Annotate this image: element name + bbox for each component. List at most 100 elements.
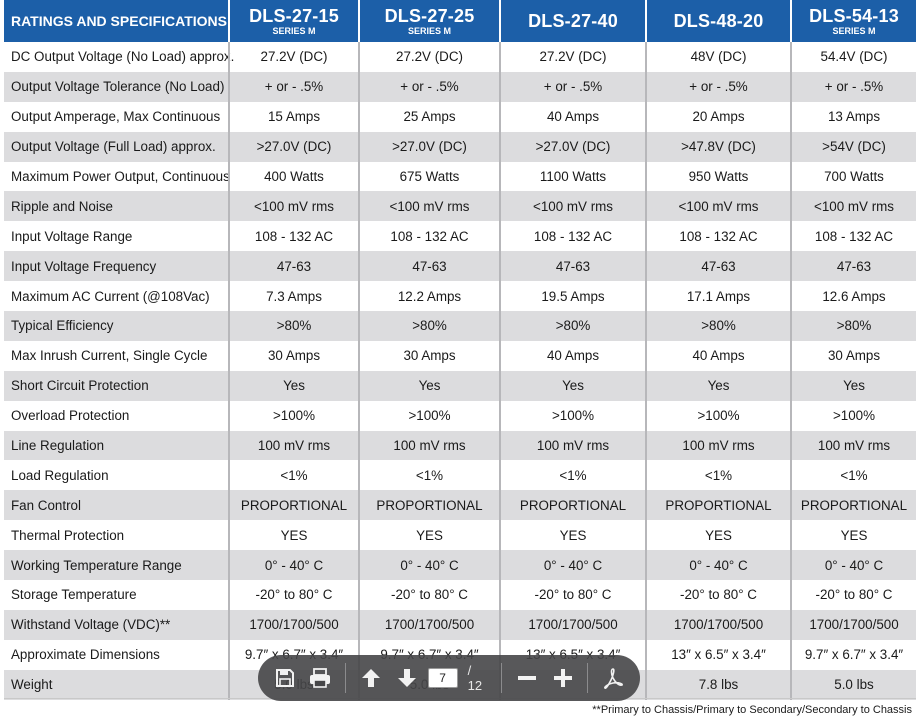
spec-cell: >54V (DC) [790,131,916,162]
table-row: Output Voltage (Full Load) approx. >27.0V… [4,131,916,162]
spec-cell: 47-63 [645,251,790,282]
footnote: **Primary to Chassis/Primary to Secondar… [592,704,912,716]
row-label: Line Regulation [11,438,105,454]
spec-cell: >27.0V (DC) [228,131,358,162]
spec-cell: 30 Amps [358,340,499,371]
spec-cell: <100 mV rms [645,191,790,222]
spec-cell: 40 Amps [499,101,645,132]
spec-cell: 1700/1700/500 [645,609,790,640]
acrobat-icon [604,668,624,689]
spec-cell: >80% [790,311,916,341]
spec-cell: 13″ x 6.5″ x 3.4″ [645,639,790,670]
page-down-button[interactable] [392,663,422,693]
spec-cell: >80% [499,311,645,341]
save-button[interactable] [270,663,300,693]
spec-cell: -20° to 80° C [228,580,358,610]
table-row: Maximum Power Output, Continuous 400 Watt… [4,161,916,192]
table-row: Withstand Voltage (VDC)** 1700/1700/500 17… [4,609,916,640]
acrobat-button[interactable] [598,663,628,693]
table-row: Line Regulation 100 mV rms 100 mV rms 100 m… [4,430,916,461]
model-name: DLS-27-40 [528,10,618,31]
row-label: Thermal Protection [11,527,125,543]
spec-cell: <1% [499,460,645,491]
spec-cell: >100% [358,400,499,431]
spec-cell: Yes [228,370,358,401]
row-label: Maximum AC Current (@108Vac) [11,288,210,304]
table-row: Fan Control PROPORTIONAL PROPORTIONAL PROPO… [4,490,916,521]
spec-cell: 108 - 132 AC [228,221,358,252]
spec-cell: 0° - 40° C [645,550,790,581]
row-label: Max Inrush Current, Single Cycle [11,348,208,364]
spec-cell: + or - .5% [228,71,358,102]
model-header: DLS-54-13 SERIES M [790,0,916,42]
spec-cell: <100 mV rms [790,191,916,222]
print-button[interactable] [306,663,336,693]
model-name: DLS-27-25 [384,5,475,26]
header-label: RATINGS AND SPECIFICATIONS [11,13,227,29]
spec-cell: >47.8V (DC) [645,131,790,162]
spec-cell: 54.4V (DC) [790,42,916,72]
page-down-icon [397,669,416,687]
spec-cell: YES [499,520,645,551]
spec-cell: 7.8 lbs [645,669,790,700]
spec-cell: + or - .5% [499,71,645,102]
spec-cell: 0° - 40° C [228,550,358,581]
row-label: Typical Efficiency [11,318,114,334]
page-total: / 12 [467,663,483,693]
zoom-out-button[interactable] [512,663,542,693]
spec-cell: 1700/1700/500 [228,609,358,640]
spec-cell: 108 - 132 AC [790,221,916,252]
spec-cell: YES [228,520,358,551]
pdf-toolbar: / 12 [258,655,640,701]
spec-cell: + or - .5% [645,71,790,102]
spec-cell: 17.1 Amps [645,281,790,312]
spec-cell: Yes [358,370,499,401]
save-icon [275,669,294,687]
spec-cell: >80% [645,311,790,341]
spec-cell: >100% [228,400,358,431]
spec-cell: Yes [790,370,916,401]
spec-cell: 40 Amps [499,340,645,371]
spec-cell: 108 - 132 AC [358,221,499,252]
spec-cell: 47-63 [358,251,499,282]
spec-cell: 30 Amps [790,340,916,371]
model-name: DLS-27-15 [249,5,339,26]
spec-cell: <100 mV rms [499,191,645,222]
table-row: Working Temperature Range 0° - 40° C 0° - … [4,550,916,581]
row-label: Overload Protection [11,408,130,424]
page-number-input[interactable] [427,668,458,688]
table-row: Thermal Protection YES YES YES YES YES [4,520,916,551]
table-row: Ripple and Noise <100 mV rms <100 mV rms <1… [4,191,916,222]
page-up-button[interactable] [356,663,386,693]
model-series: SERIES M [832,25,876,36]
row-label: DC Output Voltage (No Load) approx. [11,49,235,65]
row-label: Fan Control [11,497,81,513]
spec-cell: 27.2V (DC) [228,42,358,72]
table-body: DC Output Voltage (No Load) approx. 27.2V… [4,42,916,700]
spec-cell: <1% [358,460,499,491]
spec-cell: 47-63 [228,251,358,282]
spec-cell: 12.2 Amps [358,281,499,312]
spec-cell: 100 mV rms [790,430,916,461]
spec-cell: + or - .5% [358,71,499,102]
row-label: Load Regulation [11,467,109,483]
row-label: Approximate Dimensions [11,647,160,663]
print-icon [310,668,331,688]
model-header: DLS-27-25 SERIES M [358,0,499,42]
spec-cell: 108 - 132 AC [499,221,645,252]
spec-cell: <100 mV rms [358,191,499,222]
spec-cell: -20° to 80° C [499,580,645,610]
zoom-in-button[interactable] [548,663,578,693]
spec-cell: 30 Amps [228,340,358,371]
spec-cell: 7.3 Amps [228,281,358,312]
row-label: Working Temperature Range [11,557,182,573]
spec-cell: 1100 Watts [499,161,645,192]
spec-cell: PROPORTIONAL [499,490,645,521]
spec-cell: 9.7″ x 6.7″ x 3.4″ [790,639,916,670]
spec-cell: >100% [790,400,916,431]
model-name: DLS-54-13 [809,5,899,26]
spec-cell: 20 Amps [645,101,790,132]
spec-cell: -20° to 80° C [358,580,499,610]
spec-cell: 100 mV rms [228,430,358,461]
spec-cell: 25 Amps [358,101,499,132]
